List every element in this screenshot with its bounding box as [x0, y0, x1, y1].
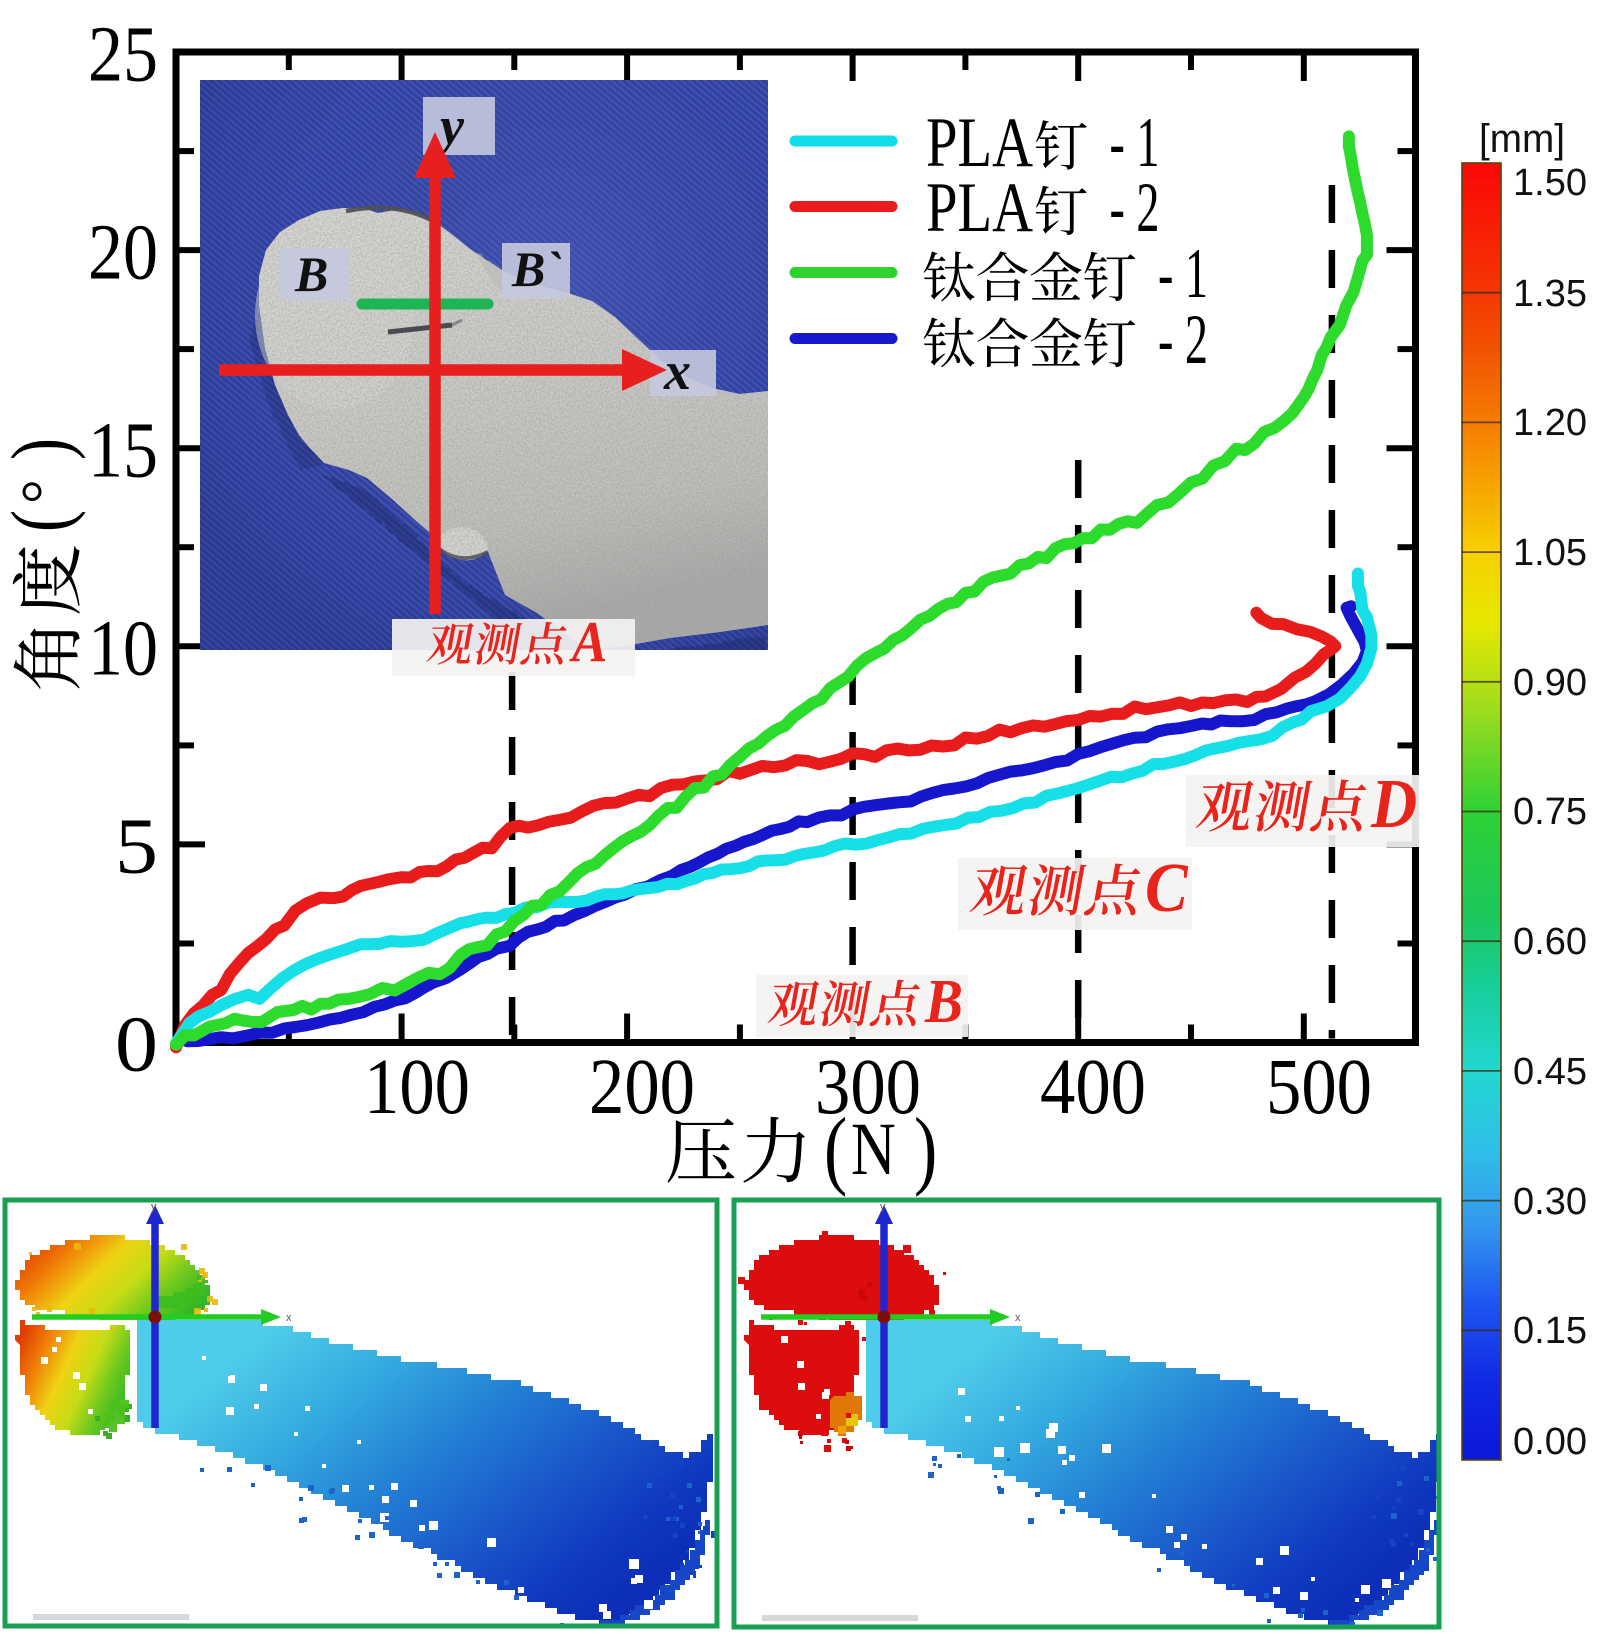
svg-text:1.35: 1.35: [1513, 273, 1587, 315]
svg-text:0.00: 0.00: [1513, 1421, 1587, 1463]
svg-text:x: x: [1015, 1312, 1021, 1324]
svg-text:20: 20: [88, 209, 158, 296]
svg-text:PLA: PLA: [926, 103, 1033, 181]
svg-text:0.15: 0.15: [1513, 1310, 1587, 1352]
svg-text:y: y: [151, 1201, 157, 1213]
svg-text:): ): [914, 1101, 937, 1198]
svg-text:1.20: 1.20: [1513, 402, 1587, 444]
svg-text:C: C: [1145, 848, 1189, 926]
svg-text:0.60: 0.60: [1513, 921, 1587, 963]
svg-text:0.30: 0.30: [1513, 1181, 1587, 1223]
svg-text:PLA: PLA: [926, 168, 1033, 246]
svg-text:x: x: [663, 341, 691, 401]
svg-text:5: 5: [115, 803, 158, 890]
svg-text:(: (: [824, 1101, 847, 1198]
svg-text:°: °: [10, 479, 78, 504]
svg-text:1.05: 1.05: [1513, 532, 1587, 574]
svg-text:[mm]: [mm]: [1479, 117, 1565, 161]
svg-text:300: 300: [815, 1044, 921, 1131]
svg-text:0.45: 0.45: [1513, 1051, 1587, 1093]
svg-text:x: x: [286, 1312, 292, 1324]
svg-text:0.75: 0.75: [1513, 791, 1587, 833]
svg-text:200: 200: [589, 1044, 695, 1131]
svg-text:100: 100: [364, 1044, 470, 1131]
svg-text:B: B: [294, 246, 328, 302]
svg-text:400: 400: [1040, 1044, 1146, 1131]
svg-text:B: B: [924, 967, 963, 1036]
svg-text:0: 0: [115, 1001, 158, 1088]
svg-text:25: 25: [88, 11, 158, 98]
svg-text:): ): [0, 438, 87, 460]
svg-text:15: 15: [88, 407, 158, 494]
svg-text:B`: B`: [511, 241, 562, 297]
svg-text:500: 500: [1266, 1044, 1372, 1131]
svg-text:1.50: 1.50: [1513, 162, 1587, 204]
svg-text:0.90: 0.90: [1513, 662, 1587, 704]
svg-text:- 2: - 2: [1110, 168, 1160, 246]
svg-text:(: (: [0, 510, 87, 532]
svg-text:N: N: [851, 1106, 896, 1190]
svg-text:y: y: [880, 1201, 886, 1213]
svg-text:10: 10: [88, 605, 158, 692]
svg-text:- 2: - 2: [1158, 300, 1208, 378]
svg-text:A: A: [569, 610, 607, 675]
svg-text:- 1: - 1: [1158, 234, 1208, 312]
svg-text:D: D: [1370, 764, 1417, 842]
svg-text:- 1: - 1: [1110, 103, 1160, 181]
